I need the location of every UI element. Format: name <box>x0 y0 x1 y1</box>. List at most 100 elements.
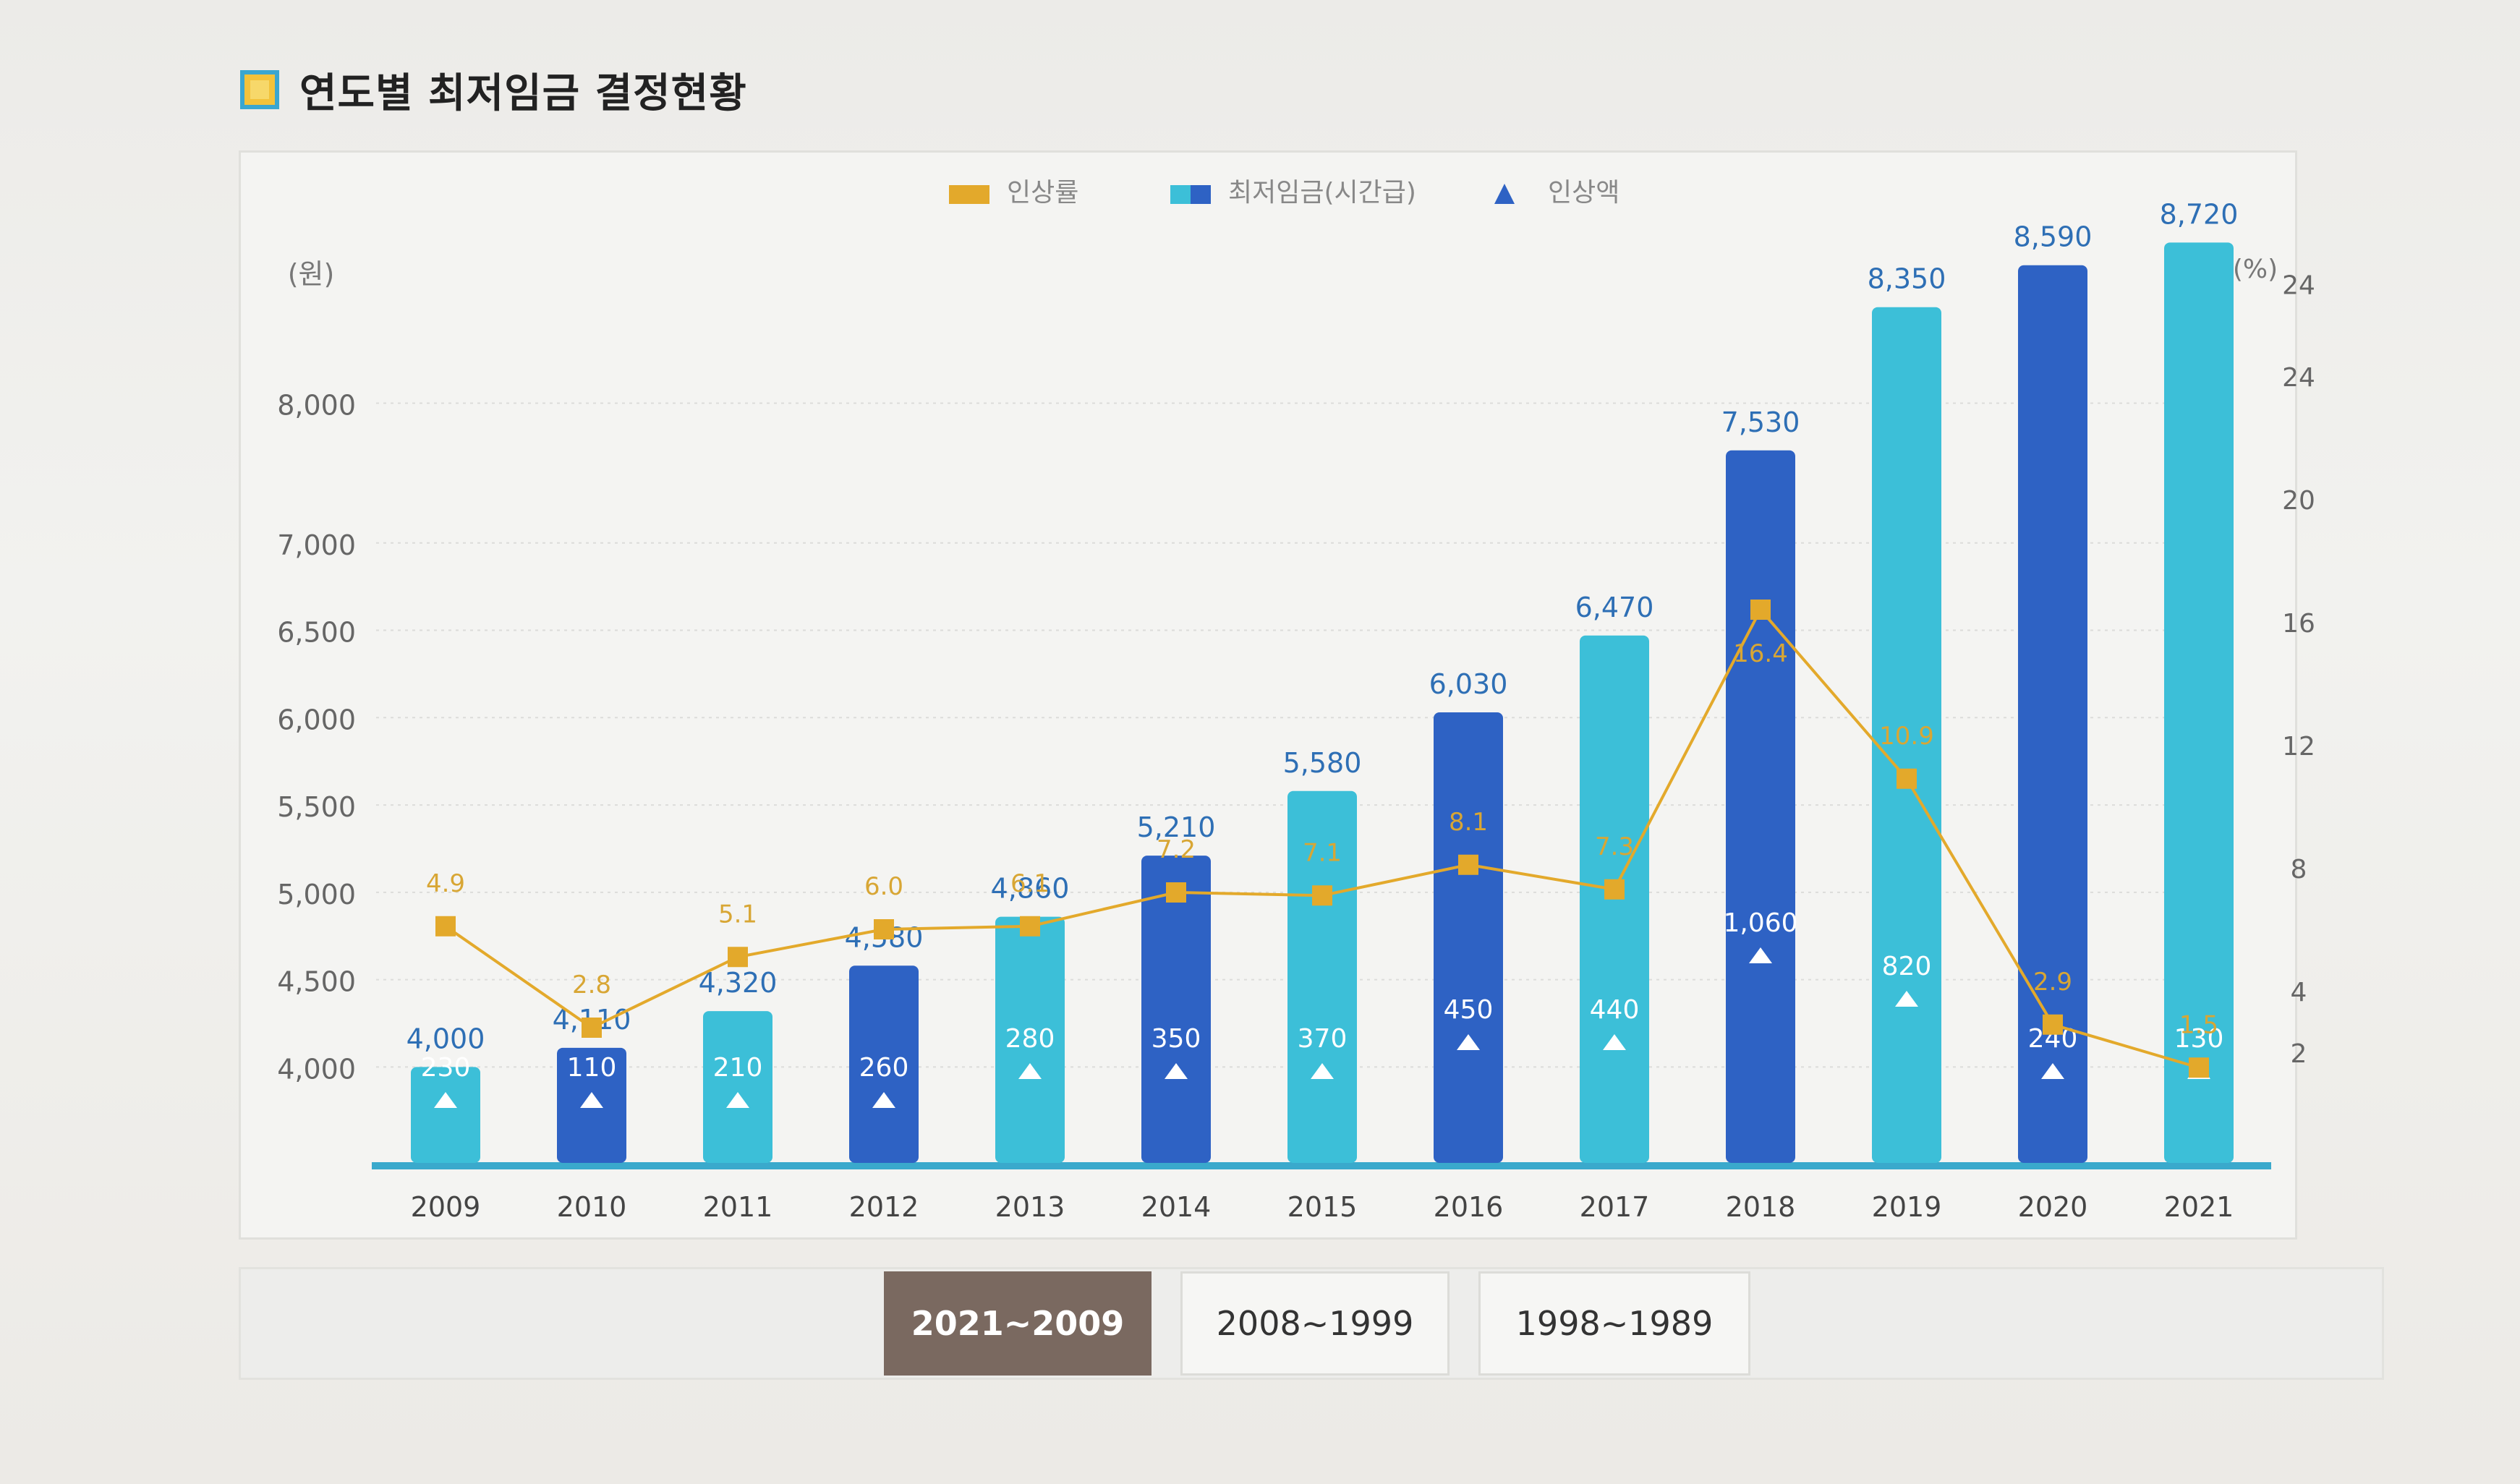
y-left-tick-label: 7,000 <box>277 529 356 561</box>
rate-value-label: 7.3 <box>1595 832 1634 861</box>
rate-point <box>1312 885 1332 906</box>
legend-swatch-wage-dark <box>1191 185 1211 204</box>
x-tick-label: 2020 <box>2018 1191 2088 1223</box>
legend-swatch-rate <box>949 185 989 204</box>
wage-value-label: 8,590 <box>2014 221 2093 253</box>
wage-value-label: 4,860 <box>991 873 1070 905</box>
wage-bar <box>1141 856 1211 1163</box>
increase-value-label: 370 <box>1298 1024 1348 1054</box>
rate-value-label: 6.1 <box>1010 869 1050 898</box>
increase-value-label: 130 <box>2174 1024 2224 1054</box>
rate-value-label: 2.8 <box>572 971 611 999</box>
wage-value-label: 8,350 <box>1868 263 1946 295</box>
increase-value-label: 1,060 <box>1723 908 1797 938</box>
y-right-tick-label: 16 <box>2282 609 2315 639</box>
increase-value-label: 440 <box>1590 995 1640 1025</box>
wage-bar <box>1287 790 1357 1163</box>
increase-triangle-icon <box>580 1092 603 1108</box>
period-button-2008-1999[interactable]: 2008~1999 <box>1180 1271 1450 1376</box>
rate-point <box>1020 916 1040 937</box>
increase-triangle-icon <box>1749 947 1772 963</box>
page-title: 연도별 최저임금 결정현황 <box>299 69 747 117</box>
x-tick-label: 2015 <box>1287 1191 1358 1223</box>
increase-triangle-icon <box>726 1092 749 1108</box>
chart-title-block: 연도별 최저임금 결정현황 <box>240 61 747 119</box>
rate-point <box>1166 882 1186 903</box>
period-button-1998-1989[interactable]: 1998~1989 <box>1478 1271 1750 1376</box>
rate-point <box>874 919 894 939</box>
wage-bar <box>703 1011 772 1163</box>
rate-value-label: 16.4 <box>1733 639 1788 668</box>
rate-value-label: 7.2 <box>1157 835 1196 864</box>
y-right-tick-label: 4 <box>2291 978 2307 1007</box>
increase-triangle-icon <box>1603 1034 1626 1050</box>
y-right-tick-label: 24 <box>2282 363 2315 393</box>
wage-value-label: 6,470 <box>1575 592 1654 623</box>
y-right-unit: (%) <box>2233 255 2278 284</box>
x-tick-label: 2016 <box>1434 1191 1504 1223</box>
increase-triangle-icon <box>1165 1063 1188 1079</box>
wage-value-label: 5,580 <box>1283 747 1362 779</box>
period-button-2021-2009[interactable]: 2021~2009 <box>884 1271 1152 1376</box>
wage-value-label: 7,530 <box>1721 406 1800 438</box>
wage-bar <box>995 916 1065 1163</box>
y-right-tick-label: 20 <box>2282 486 2315 516</box>
increase-triangle-icon <box>872 1092 895 1108</box>
wage-bar <box>1434 712 1503 1163</box>
increase-value-label: 820 <box>1882 952 1932 981</box>
y-left-tick-label: 4,000 <box>277 1053 356 1085</box>
rate-value-label: 10.9 <box>1879 722 1934 751</box>
y-right-tick-label: 2 <box>2291 1039 2307 1069</box>
increase-value-label: 450 <box>1444 995 1494 1025</box>
rate-value-label: 5.1 <box>718 900 757 929</box>
x-tick-label: 2012 <box>849 1191 919 1223</box>
x-tick-label: 2010 <box>557 1191 627 1223</box>
wage-bar <box>849 965 919 1163</box>
y-right-tick-label: 24 <box>2282 271 2315 301</box>
wage-value-label: 5,210 <box>1137 811 1216 843</box>
y-right-tick-label: 12 <box>2282 732 2315 762</box>
rate-point <box>728 947 748 968</box>
x-tick-label: 2013 <box>995 1191 1065 1223</box>
rate-value-label: 7.1 <box>1303 838 1342 867</box>
y-left-tick-label: 6,000 <box>277 704 356 735</box>
y-left-unit: (원) <box>288 258 335 290</box>
y-left-tick-label: 6,500 <box>277 617 356 649</box>
x-tick-label: 2017 <box>1580 1191 1650 1223</box>
legend-label-increase: 인상액 <box>1548 178 1619 208</box>
rate-value-label: 1.5 <box>2179 1010 2218 1039</box>
rate-value-label: 2.9 <box>2033 968 2072 997</box>
legend-label-rate: 인상률 <box>1007 178 1078 208</box>
increase-triangle-icon <box>1895 991 1918 1007</box>
x-tick-label: 2014 <box>1141 1191 1212 1223</box>
rate-point <box>2189 1057 2209 1078</box>
wage-bar <box>411 1067 480 1163</box>
x-tick-label: 2019 <box>1872 1191 1942 1223</box>
title-square-icon <box>240 70 279 109</box>
legend-label-wage: 최저임금(시간급) <box>1228 178 1416 208</box>
wage-value-label: 4,000 <box>406 1023 485 1054</box>
wage-value-label: 6,030 <box>1429 668 1508 700</box>
increase-triangle-icon <box>2041 1063 2064 1079</box>
x-tick-label: 2011 <box>703 1191 773 1223</box>
y-left-tick-label: 5,500 <box>277 791 356 823</box>
y-left-tick-label: 5,000 <box>277 879 356 911</box>
rate-point <box>582 1018 602 1038</box>
wage-value-label: 4,320 <box>699 967 778 999</box>
increase-triangle-icon <box>1311 1063 1334 1079</box>
wage-bar <box>1726 450 1795 1163</box>
legend-triangle-icon <box>1494 184 1515 204</box>
rate-value-label: 8.1 <box>1449 808 1488 837</box>
rate-value-label: 6.0 <box>864 872 903 901</box>
wage-bar <box>1872 307 1941 1163</box>
rate-point <box>2043 1014 2063 1035</box>
x-tick-label: 2021 <box>2164 1191 2234 1223</box>
rate-point <box>1750 600 1771 620</box>
increase-value-label: 110 <box>567 1053 617 1083</box>
y-left-tick-label: 8,000 <box>277 390 356 422</box>
increase-value-label: 230 <box>421 1053 471 1083</box>
increase-triangle-icon <box>1457 1034 1480 1050</box>
rate-point <box>1604 879 1625 900</box>
